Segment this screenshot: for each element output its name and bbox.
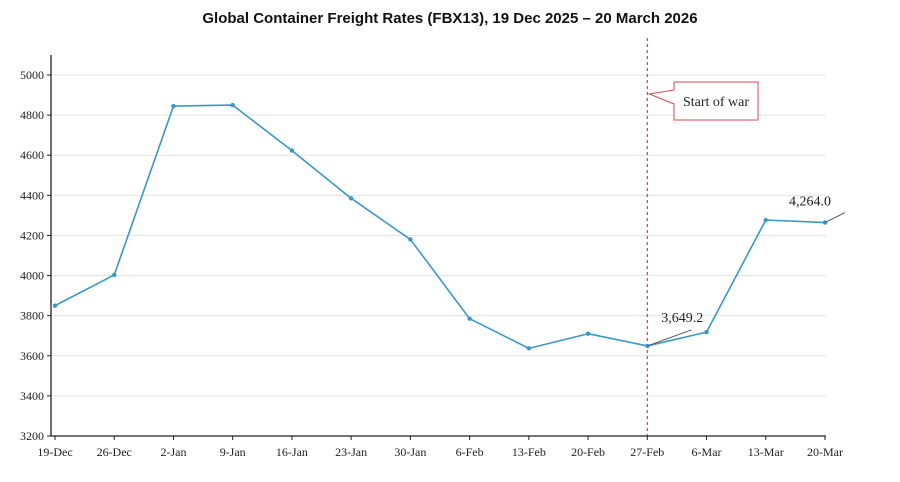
data-point bbox=[408, 237, 413, 242]
y-tick-label: 4200 bbox=[20, 228, 44, 242]
y-axis-ticks: 3200 3400 3600 3800 4000 4200 4400 4600 4800 5000 bbox=[20, 68, 44, 443]
data-point bbox=[526, 346, 532, 351]
x-tick-label: 6-Mar bbox=[692, 445, 722, 459]
x-tick-label: 2-Jan bbox=[160, 445, 186, 459]
data-labels: 3,649.2 4,264.0 bbox=[647, 195, 846, 347]
x-tick-label: 23-Jan bbox=[335, 445, 367, 459]
y-tick-label: 3400 bbox=[20, 389, 44, 403]
y-tick-label: 3200 bbox=[20, 429, 44, 443]
data-point bbox=[112, 272, 117, 278]
data-label: 3,649.2 bbox=[661, 311, 703, 326]
y-tick-label: 3800 bbox=[20, 309, 44, 323]
data-point bbox=[704, 329, 709, 335]
series-line bbox=[54, 104, 826, 350]
data-point bbox=[348, 196, 354, 201]
x-tick-label: 13-Mar bbox=[748, 445, 784, 459]
y-tick-label: 4000 bbox=[20, 269, 44, 283]
x-tick-label: 27-Feb bbox=[630, 445, 664, 459]
event-marker: Start of war bbox=[646, 38, 759, 436]
chart-title: Global Container Freight Rates (FBX13), … bbox=[202, 10, 697, 27]
y-tick-label: 4400 bbox=[20, 188, 44, 202]
x-tick-label: 9-Jan bbox=[220, 445, 246, 459]
x-tick-label: 20-Mar bbox=[807, 445, 843, 459]
data-point bbox=[171, 103, 176, 109]
x-tick-label: 16-Jan bbox=[276, 445, 308, 459]
data-point bbox=[585, 331, 591, 336]
x-axis-ticks: 19-Dec 26-Dec 2-Jan 9-Jan 16-Jan 23-Jan 30-Jan… bbox=[37, 445, 843, 459]
data-label: 4,264.0 bbox=[789, 195, 831, 210]
data-label-leader bbox=[647, 329, 692, 347]
series-freight-rate bbox=[52, 102, 828, 351]
x-tick-label: 6-Feb bbox=[456, 445, 484, 459]
x-tick-label: 26-Dec bbox=[97, 445, 132, 459]
event-label: Start of war bbox=[683, 95, 749, 110]
x-tick-label: 20-Feb bbox=[571, 445, 605, 459]
y-tick-label: 5000 bbox=[20, 68, 44, 82]
data-point bbox=[52, 303, 58, 308]
y-tick-label: 4600 bbox=[20, 148, 44, 162]
axes bbox=[47, 55, 826, 440]
x-tick-label: 19-Dec bbox=[37, 445, 72, 459]
gridlines bbox=[51, 74, 826, 397]
data-point bbox=[763, 217, 768, 223]
data-point bbox=[230, 102, 235, 108]
data-point bbox=[467, 316, 472, 321]
data-point bbox=[289, 148, 295, 153]
x-tick-label: 13-Feb bbox=[512, 445, 546, 459]
y-tick-label: 4800 bbox=[20, 108, 44, 122]
data-label-leader bbox=[824, 212, 846, 224]
y-tick-label: 3600 bbox=[20, 349, 44, 363]
x-tick-label: 30-Jan bbox=[394, 445, 426, 459]
event-callout-box bbox=[647, 81, 759, 121]
